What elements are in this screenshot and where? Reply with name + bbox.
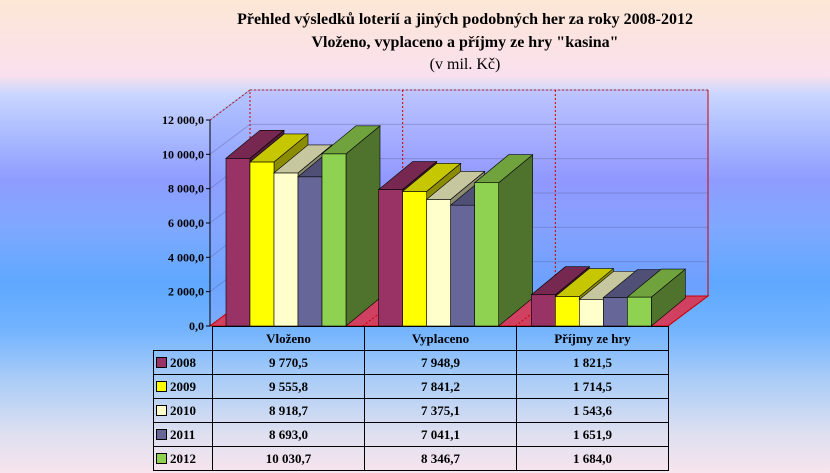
y-tick-label: 2 000,0 <box>168 285 204 299</box>
legend-entry: 2010 <box>153 398 213 423</box>
legend-label: 2010 <box>170 402 196 418</box>
bar-2011-Vyplaceno <box>450 204 475 327</box>
legend-entry: 2012 <box>153 446 213 471</box>
y-tick-label: 4 000,0 <box>168 250 204 264</box>
legend-swatch <box>156 380 167 392</box>
legend-label: 2011 <box>170 426 196 442</box>
table-cell: 1 821,5 <box>516 350 669 375</box>
bar-2009-Příjmy ze hry <box>555 296 580 327</box>
table-row: 2008 9 770,5 7 948,9 1 821,5 <box>153 350 669 375</box>
legend-label: 2008 <box>170 354 196 370</box>
table-cell: 1 543,6 <box>516 398 669 423</box>
table-row: 2009 9 555,8 7 841,2 1 714,5 <box>153 374 669 399</box>
bar-2009-Vloženo <box>249 161 275 327</box>
bar-2008-Vloženo <box>225 157 251 327</box>
legend-swatch <box>156 356 167 368</box>
legend-swatch <box>156 404 167 416</box>
table-cell: 9 555,8 <box>212 374 365 399</box>
bar-top-2009 <box>401 163 462 192</box>
bar-top-2010 <box>425 171 486 200</box>
table-row: 2010 8 918,7 7 375,1 1 543,6 <box>153 398 669 423</box>
chart-unit-label: (v mil. Kč) <box>429 56 501 73</box>
bar-top-2008 <box>377 161 438 190</box>
table-cell: 8 918,7 <box>212 398 365 423</box>
bar-2011-Vloženo <box>297 176 323 327</box>
legend-entry: 2011 <box>153 422 213 447</box>
table-cell: 7 948,9 <box>364 350 517 375</box>
table-cell: 8 346,7 <box>364 446 517 471</box>
legend-label: 2012 <box>170 450 196 466</box>
table-cell: 7 841,2 <box>364 374 517 399</box>
bar-2010-Vloženo <box>273 172 299 327</box>
table-row: 2012 10 030,7 8 346,7 1 684,0 <box>153 446 669 471</box>
bar-top-2012 <box>626 268 687 298</box>
legend-swatch <box>156 428 167 440</box>
table-cell: 7 041,1 <box>364 422 517 447</box>
table-cell: 7 375,1 <box>364 398 517 423</box>
bar-top-2012 <box>321 125 381 155</box>
table-cell: 9 770,5 <box>212 350 365 375</box>
category-divider <box>667 295 709 327</box>
bar-2010-Příjmy ze hry <box>579 299 604 327</box>
legend-swatch <box>156 452 167 464</box>
y-tick-label: 6 000,0 <box>168 216 204 230</box>
table-cell: 1 651,9 <box>516 422 669 447</box>
bar-side-2012 <box>345 125 381 327</box>
bar-top-2009 <box>554 268 615 297</box>
bar-top-2008 <box>530 266 591 296</box>
chart-titles: Přehled výsledků loterií a jiných podobn… <box>0 8 830 76</box>
bar-2012-Vyplaceno <box>474 182 499 327</box>
column-header: Vloženo <box>212 326 365 351</box>
bar-2010-Vyplaceno <box>426 199 451 327</box>
bar-top-2012 <box>473 154 534 184</box>
table-cell: 8 693,0 <box>212 422 365 447</box>
legend-label: 2009 <box>170 378 196 394</box>
bar-top-2008 <box>225 129 285 159</box>
chart-subtitle: Vloženo, vyplaceno a příjmy ze hry "kasi… <box>311 34 619 51</box>
legend-entry: 2008 <box>153 350 213 375</box>
y-tick-label: 8 000,0 <box>168 182 204 196</box>
data-table: Vloženo Vyplaceno Příjmy ze hry 2008 9 77… <box>153 326 669 471</box>
legend-entry: 2009 <box>153 374 213 399</box>
bar-2009-Vyplaceno <box>402 191 427 327</box>
column-header: Příjmy ze hry <box>516 326 669 351</box>
table-cell: 1 714,5 <box>516 374 669 399</box>
y-tick-label: 12 000,0 <box>162 113 204 127</box>
bar-side-2012 <box>498 154 533 327</box>
bar-2012-Vloženo <box>321 153 347 327</box>
bar-2008-Příjmy ze hry <box>531 294 556 327</box>
table-cell: 10 030,7 <box>212 446 365 471</box>
bar-2008-Vyplaceno <box>378 189 403 327</box>
column-header: Vyplaceno <box>364 326 517 351</box>
gridline <box>209 123 708 155</box>
bar-2012-Příjmy ze hry <box>627 296 652 327</box>
bar-top-2010 <box>273 144 333 174</box>
table-header-row: Vloženo Vyplaceno Příjmy ze hry <box>153 326 669 351</box>
y-tick-label: 10 000,0 <box>162 147 204 161</box>
table-cell: 1 684,0 <box>516 446 669 471</box>
bar-2011-Příjmy ze hry <box>603 297 628 327</box>
chart-title: Přehled výsledků loterií a jiných podobn… <box>237 11 693 28</box>
table-row: 2011 8 693,0 7 041,1 1 651,9 <box>153 422 669 447</box>
bar-top-2009 <box>249 133 309 163</box>
